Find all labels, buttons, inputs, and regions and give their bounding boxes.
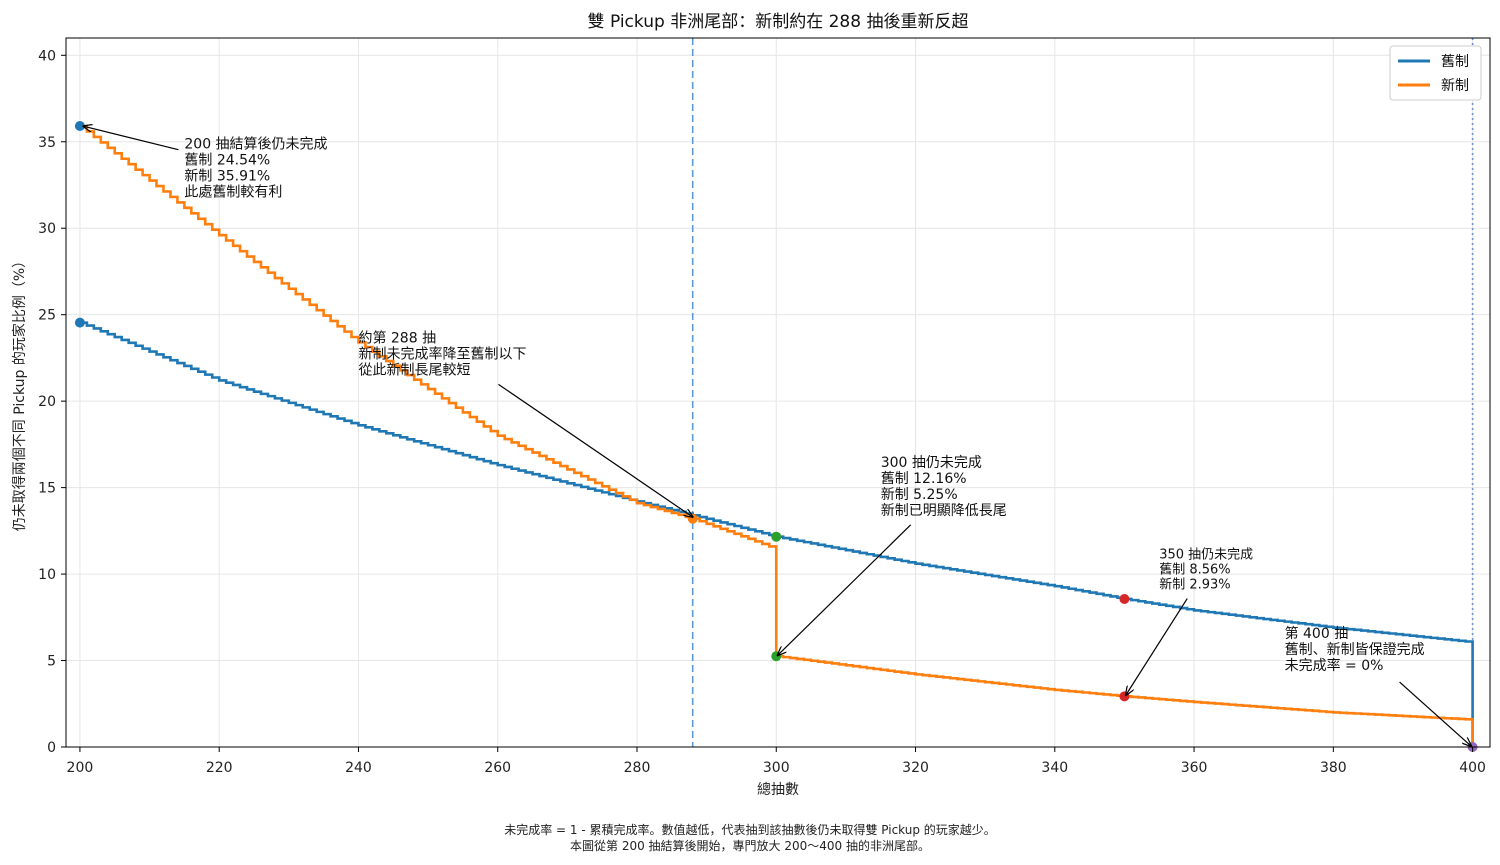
data-point-marker [771,531,782,542]
x-tick-label: 260 [484,760,511,776]
annotation-text-line: 新制已明顯降低長尾 [881,503,1007,519]
annotation-arrow [83,126,179,151]
x-tick-label: 400 [1459,760,1486,776]
y-tick-label: 25 [38,308,56,324]
annotation-text-line: 200 抽結算後仍未完成 [184,137,327,153]
legend-label: 舊制 [1441,54,1469,70]
annotation-text-line: 350 抽仍未完成 [1159,548,1253,563]
y-tick-label: 0 [47,740,56,756]
y-tick-label: 40 [38,48,56,64]
data-point-marker [74,121,85,132]
x-tick-label: 380 [1320,760,1347,776]
annotation-text-line: 新制 5.25% [881,487,958,503]
x-tick-label: 320 [902,760,929,776]
annotation-text-line: 舊制、新制皆保證完成 [1285,641,1425,658]
y-tick-label: 30 [38,221,56,237]
annotation-text-line: 舊制 8.56% [1159,563,1230,578]
annotation-text-line: 第 400 抽 [1285,625,1349,642]
reference-lines [691,38,1474,747]
footnote-line: 本圖從第 200 抽結算後開始，專門放大 200～400 抽的非洲尾部。 [570,838,930,853]
annotation-arrow [498,383,692,517]
annotation-text-line: 此處舊制較有利 [184,185,282,201]
annotation-text-line: 約第 288 抽 [358,329,436,346]
x-tick-label: 300 [763,760,790,776]
y-tick-label: 20 [38,394,56,410]
chart-title: 雙 Pickup 非洲尾部：新制約在 288 抽後重新反超 [588,12,969,32]
plot-frame [65,37,1491,748]
annotation-arrow [778,524,912,655]
x-tick-label: 280 [624,760,651,776]
x-axis-label: 總抽數 [757,781,799,798]
annotation-text-line: 舊制 24.54% [184,153,270,169]
axis-ticks: 200 220 240 260 280 300 320 340 360 380 400 0 5 10 15 2… [38,48,1486,776]
annotation-arrow [1126,598,1188,696]
x-tick-label: 360 [1181,760,1208,776]
data-point-marker [74,317,85,328]
annotation-text-line: 從此新制長尾較短 [358,362,470,378]
annotation-text-line: 新制 2.93% [1159,577,1230,593]
x-tick-label: 340 [1041,760,1068,776]
annotation-text-line: 未完成率 = 0% [1285,657,1384,674]
x-tick-label: 220 [206,760,233,776]
y-tick-label: 10 [38,567,56,583]
y-axis-label: 仍未取得兩個不同 Pickup 的玩家比例（%） [11,254,28,531]
annotation-text-line: 300 抽仍未完成 [881,455,982,471]
annotation-text-line: 新制未完成率降至舊制以下 [358,345,526,362]
x-tick-label: 240 [345,760,372,776]
y-tick-label: 35 [38,135,56,151]
footnote-line: 未完成率 = 1 - 累積完成率。數值越低，代表抽到該抽數後仍未取得雙 Pick… [504,822,996,837]
x-tick-label: 200 [67,760,94,776]
data-point-marker [1119,593,1130,604]
annotation-text-line: 新制 35.91% [184,169,270,185]
y-tick-label: 15 [38,481,56,497]
legend-label: 新制 [1441,78,1469,94]
annotation-text-line: 舊制 12.16% [881,471,967,487]
y-tick-label: 5 [47,654,56,670]
annotation-arrow [1399,681,1472,746]
